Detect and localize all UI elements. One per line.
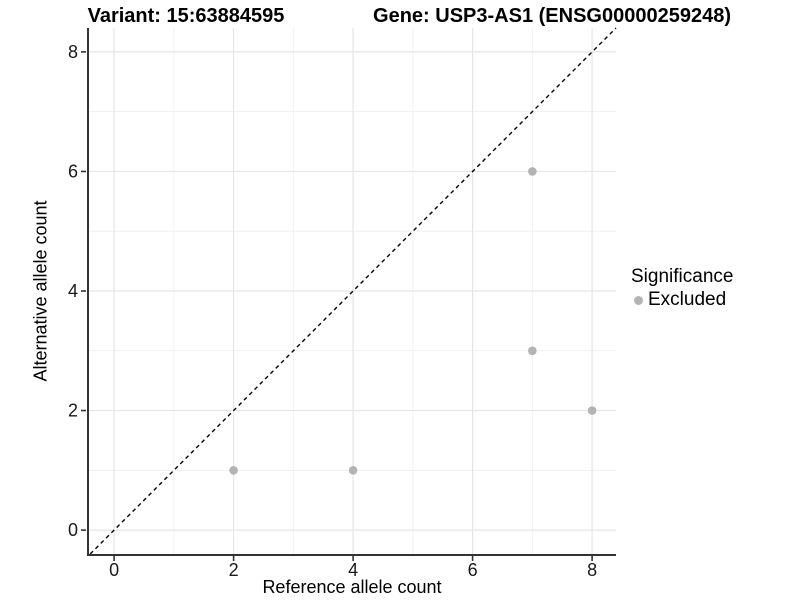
- excluded-point-icon: [634, 295, 643, 305]
- y-tick-label: 8: [68, 42, 78, 62]
- data-point: [587, 406, 597, 415]
- legend: Significance Excluded: [631, 266, 733, 311]
- identity-dashed-line: [89, 27, 617, 555]
- y-tick-label: 0: [68, 520, 78, 540]
- variant-title: Variant: 15:63884595: [87, 5, 285, 27]
- legend-entry-excluded: Excluded: [631, 289, 733, 311]
- x-tick-label: 8: [587, 560, 597, 580]
- data-point: [528, 167, 537, 176]
- y-tick-label: 2: [68, 401, 78, 421]
- x-tick-label: 6: [468, 560, 478, 580]
- x-tick-label: 4: [348, 560, 358, 580]
- legend-title: Significance: [631, 266, 734, 287]
- y-axis-title: Alternative allele count: [30, 200, 51, 382]
- x-axis-title: Reference allele count: [262, 577, 442, 597]
- x-tick-label: 0: [109, 560, 119, 580]
- x-tick-label: 2: [229, 560, 239, 580]
- data-point: [348, 466, 358, 475]
- y-tick-label: 6: [68, 161, 78, 181]
- gene-title: Gene: USP3-AS1 (ENSG00000259248): [373, 5, 731, 27]
- data-point: [229, 466, 238, 475]
- legend-entry-label: Excluded: [648, 289, 727, 310]
- data-point: [528, 346, 537, 356]
- y-tick-label: 4: [68, 281, 78, 301]
